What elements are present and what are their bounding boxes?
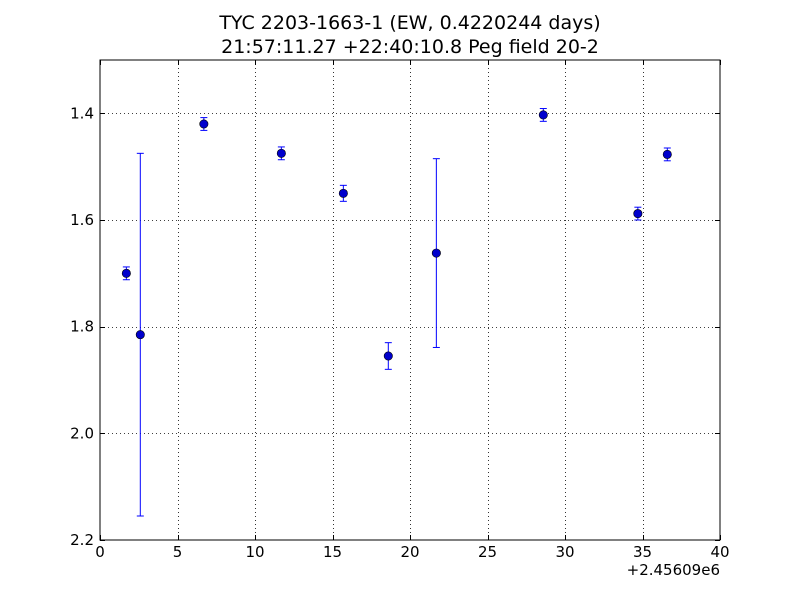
- x-tick-label: 0: [95, 543, 105, 561]
- y-tick-label: 2.2: [70, 531, 94, 549]
- x-tick-labels: 0 5 10 15 20 25 30 35 40: [95, 543, 729, 561]
- data-points: [121, 110, 672, 361]
- chart-title: TYC 2203-1663-1 (EW, 0.4220244 days): [218, 12, 600, 34]
- data-point: [431, 248, 441, 258]
- x-tick-label: 40: [710, 543, 729, 561]
- y-tick-label: 1.8: [70, 318, 94, 336]
- y-tick-label: 1.4: [70, 104, 94, 122]
- x-tick-label: 30: [555, 543, 574, 561]
- grid: [100, 60, 720, 540]
- x-tick-label: 25: [478, 543, 497, 561]
- x-tick-label: 15: [323, 543, 342, 561]
- plot-area: [100, 60, 720, 540]
- data-point: [121, 268, 131, 278]
- y-tick-label: 2.0: [70, 424, 94, 442]
- x-tick-label: 5: [173, 543, 183, 561]
- x-tick-label: 10: [245, 543, 264, 561]
- data-point: [276, 148, 286, 158]
- y-tick-label: 1.6: [70, 211, 94, 229]
- x-tick-label: 20: [400, 543, 419, 561]
- data-point: [338, 188, 348, 198]
- data-point: [135, 330, 145, 340]
- data-point: [633, 209, 643, 219]
- y-tick-labels: 1.4 1.6 1.8 2.0 2.2: [70, 104, 94, 549]
- x-offset-label: +2.45609e6: [627, 561, 720, 579]
- plot-frame: [99, 59, 721, 541]
- x-tick-label: 35: [633, 543, 652, 561]
- data-point: [199, 119, 209, 129]
- data-point: [538, 110, 548, 120]
- chart-subtitle: 21:57:11.27 +22:40:10.8 Peg field 20-2: [221, 36, 599, 58]
- data-point: [662, 149, 672, 159]
- data-point: [383, 351, 393, 361]
